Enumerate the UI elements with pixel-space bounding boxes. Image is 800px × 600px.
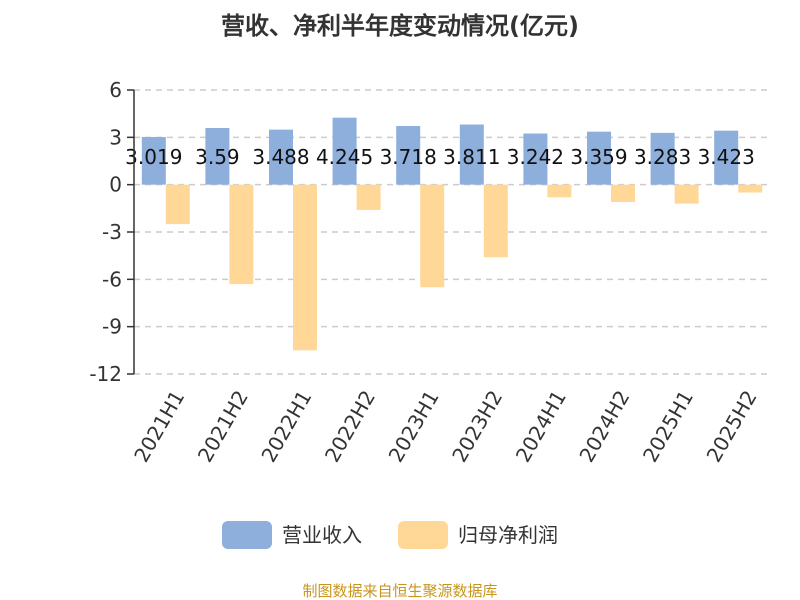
x-tick-label: 2024H1 xyxy=(511,386,571,466)
y-tick-label: -9 xyxy=(102,315,122,339)
chart-title: 营收、净利半年度变动情况(亿元) xyxy=(221,12,579,40)
data-label-revenue: 3.283 xyxy=(634,145,691,169)
bar-revenue xyxy=(396,126,421,185)
y-tick-label: 6 xyxy=(109,78,122,102)
data-label-revenue: 3.423 xyxy=(698,145,755,169)
y-tick-label: -6 xyxy=(102,267,122,291)
bar-revenue xyxy=(587,131,611,185)
y-tick-label: -3 xyxy=(102,220,122,244)
bar-profit xyxy=(293,184,317,351)
bar-revenue xyxy=(523,133,548,185)
source-note: 制图数据来自恒生聚源数据库 xyxy=(302,582,497,600)
data-label-revenue: 3.811 xyxy=(443,145,500,169)
x-tick-label: 2023H2 xyxy=(447,386,507,466)
y-tick-label: -12 xyxy=(89,362,122,386)
bar-profit xyxy=(483,184,508,258)
bar-revenue xyxy=(650,132,675,185)
bar-revenue xyxy=(714,130,739,185)
x-tick-label: 2023H1 xyxy=(384,386,444,466)
data-label-revenue: 3.488 xyxy=(252,145,309,169)
bar-profit xyxy=(420,184,445,288)
x-tick-label: 2024H2 xyxy=(574,386,634,466)
x-tick-label: 2025H1 xyxy=(638,386,698,466)
data-labels: 3.019 3.59 3.488 4.245 3.718 3.811 3.242 3.359 3… xyxy=(125,145,755,169)
bar-profit xyxy=(738,184,763,193)
bars xyxy=(141,117,763,351)
legend: 营业收入 归母净利润 xyxy=(222,521,558,549)
data-label-revenue: 3.718 xyxy=(380,145,437,169)
bar-revenue xyxy=(205,128,230,185)
bar-profit xyxy=(229,184,254,285)
legend-swatch-profit xyxy=(398,521,448,549)
y-axis-ticks: 6 3 0 -3 -6 -9 -12 xyxy=(89,78,134,386)
x-tick-label: 2022H1 xyxy=(256,386,316,466)
x-axis-ticks: 2021H1 2021H2 2022H1 2022H2 2023H1 2023H2 2024… xyxy=(129,386,762,466)
bar-profit xyxy=(611,184,635,203)
bar-profit xyxy=(547,184,572,198)
legend-label-revenue: 营业收入 xyxy=(282,523,362,547)
bar-profit xyxy=(165,184,190,225)
x-tick-label: 2021H2 xyxy=(193,386,253,466)
legend-label-profit: 归母净利润 xyxy=(458,523,558,547)
x-tick-label: 2021H1 xyxy=(129,386,189,466)
bar-profit xyxy=(674,184,699,204)
data-label-revenue: 4.245 xyxy=(316,145,373,169)
bar-revenue xyxy=(141,137,166,185)
y-tick-label: 3 xyxy=(109,125,122,149)
data-label-revenue: 3.59 xyxy=(195,145,240,169)
y-tick-label: 0 xyxy=(109,173,122,197)
legend-swatch-revenue xyxy=(222,521,272,549)
x-tick-label: 2022H2 xyxy=(320,386,380,466)
bar-revenue xyxy=(269,129,293,185)
data-label-revenue: 3.242 xyxy=(507,145,564,169)
bar-profit xyxy=(356,184,381,210)
x-tick-label: 2025H2 xyxy=(702,386,762,466)
bar-revenue xyxy=(459,124,484,185)
bar-revenue xyxy=(332,117,357,185)
data-label-revenue: 3.359 xyxy=(570,145,627,169)
